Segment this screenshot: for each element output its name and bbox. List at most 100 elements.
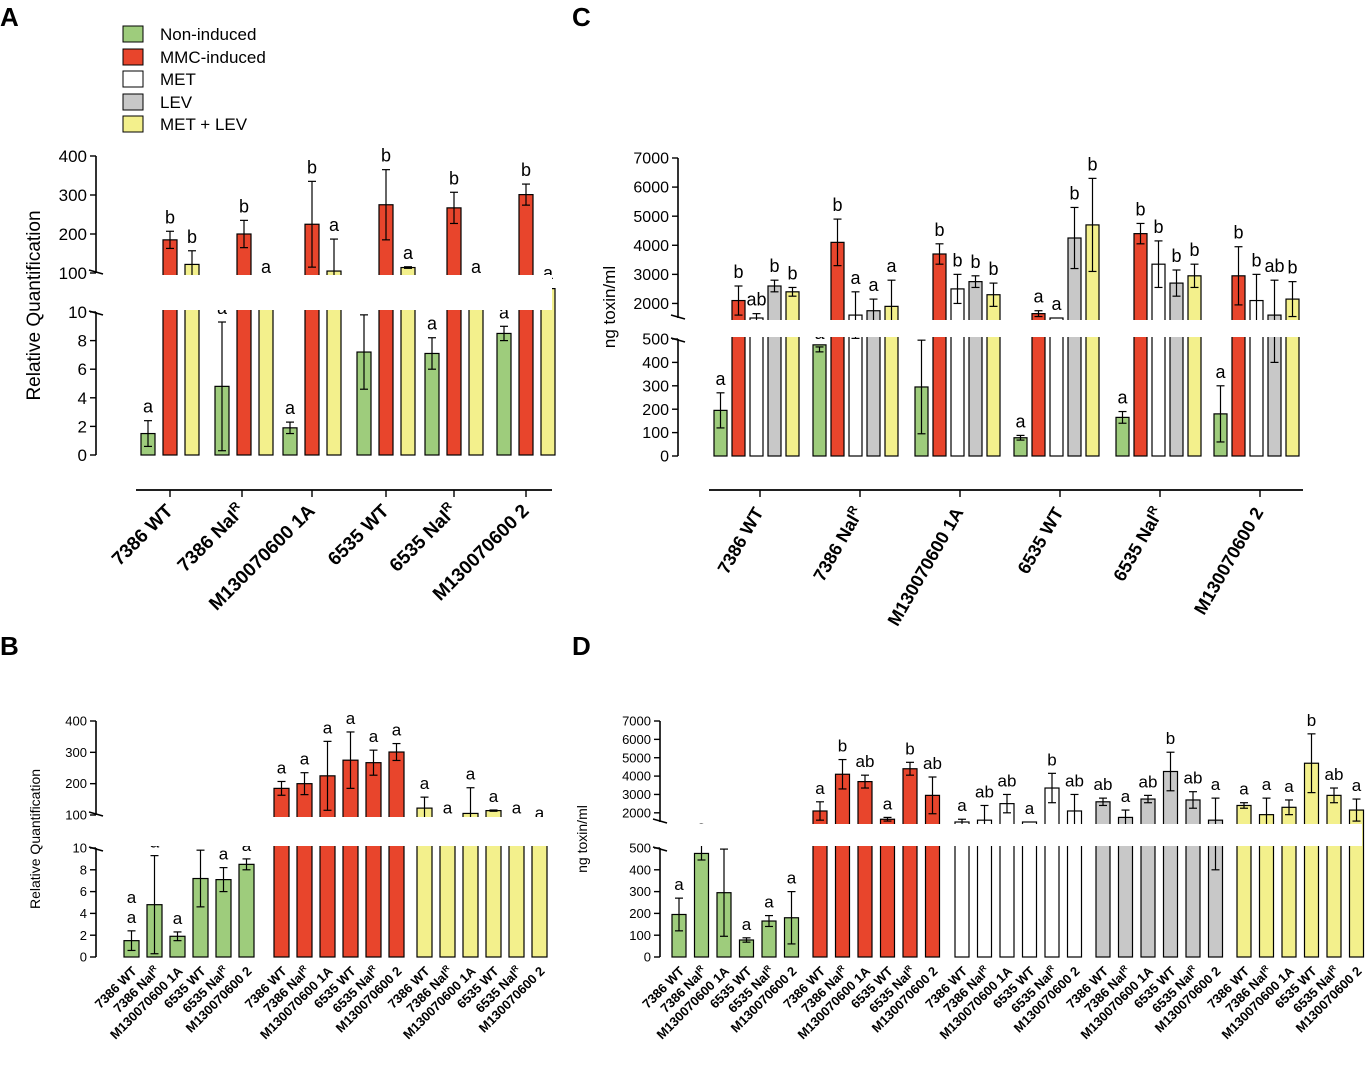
category-label-superscript: R [1259, 963, 1270, 974]
significance-label: b [952, 250, 962, 270]
bar-mmc [902, 768, 918, 958]
significance-label: a [1051, 294, 1062, 314]
significance-label: ab [856, 752, 875, 771]
significance-label: b [1087, 154, 1097, 174]
significance-label: a [261, 257, 272, 277]
significance-label: a [427, 314, 438, 334]
category-label-text: M130070600 2 [1190, 504, 1267, 618]
category-label-text: 7386 Nal [174, 507, 243, 576]
significance-label: a [535, 803, 545, 822]
significance-label: a [1284, 777, 1294, 796]
significance-label: a [329, 215, 340, 235]
significance-label: a [715, 369, 726, 389]
y-tick-label: 400 [642, 355, 669, 372]
significance-label: b [187, 227, 197, 247]
bar-mmc [296, 783, 313, 958]
bar-met-lev [468, 284, 484, 456]
significance-label: a [543, 263, 554, 283]
significance-label: ab [923, 754, 942, 773]
panel-label-c: C [572, 2, 591, 32]
significance-label: b [1171, 246, 1181, 266]
legend-swatch-mmc-induced [122, 48, 144, 66]
significance-label: ab [1139, 772, 1158, 791]
category-label: 7386 WT [108, 500, 178, 570]
significance-label: a [883, 794, 893, 813]
category-label: M130070600 1A [884, 504, 968, 629]
legend: Non-induced MMC-induced MET LEV MET + LE… [122, 25, 266, 134]
chart-panel-a: aaaaaabbbbbbbaaaaa0246810100200300400Rel… [24, 146, 556, 615]
y-tick-label: 200 [65, 776, 87, 791]
chart-panel-c: aaaaaabbbabbabababbbabbbabbabbbb01002003… [600, 151, 1305, 629]
category-label-superscript: R [1044, 963, 1055, 974]
significance-label: b [1135, 199, 1145, 219]
y-tick-label: 7000 [622, 714, 651, 729]
significance-label: a [742, 915, 752, 934]
bar-met [1049, 317, 1064, 457]
bar-non-induced [812, 344, 827, 457]
y-tick-label: 300 [65, 745, 87, 760]
bar-mmc [446, 207, 462, 456]
legend-item-met-lev: MET + LEV [122, 115, 248, 134]
y-tick-label: 100 [59, 264, 87, 283]
significance-label: a [868, 275, 879, 295]
significance-label: a [219, 845, 229, 864]
significance-label: b [1307, 711, 1316, 730]
bar-lev [1185, 799, 1201, 958]
y-tick-label: 100 [629, 928, 651, 943]
y-tick-label: 400 [59, 147, 87, 166]
significance-label: a [420, 774, 430, 793]
y-tick-label: 2000 [622, 805, 651, 820]
chart-panel-d: aaaaaaababababaabababababaabbabaaaababa0… [574, 711, 1365, 1042]
category-label-text: 7386 Nal [809, 511, 863, 584]
y-tick-label: 3000 [622, 787, 651, 802]
y-tick-label: 200 [59, 225, 87, 244]
legend-swatch-lev [122, 93, 144, 111]
significance-label: a [323, 718, 333, 737]
significance-label: a [850, 268, 861, 288]
significance-label: ab [1065, 771, 1084, 790]
y-tick-label: 6000 [622, 732, 651, 747]
category-label-superscript: R [147, 963, 158, 974]
category-label-text: 7386 WT [714, 504, 768, 577]
category-label-text: 6535 Nal [1109, 511, 1163, 584]
significance-label: a [127, 888, 137, 907]
significance-label: b [307, 157, 317, 177]
category-label: 7386 WT [714, 504, 768, 577]
significance-label: a [787, 869, 797, 888]
axis-break-gap [666, 824, 1362, 846]
significance-label: a [443, 798, 453, 817]
category-label-superscript: R [835, 963, 846, 974]
bar-lev [1067, 237, 1082, 457]
significance-label: b [449, 168, 459, 188]
category-label: 6535 WT [324, 500, 394, 570]
legend-swatch-non-induced [122, 25, 144, 43]
significance-label: a [886, 256, 897, 276]
significance-label: a [1215, 362, 1226, 382]
category-label-superscript: R [977, 963, 988, 974]
panel-label-b: B [0, 631, 19, 661]
bar-met [749, 317, 764, 457]
significance-label: a [466, 765, 476, 784]
legend-swatch-met-lev [122, 115, 144, 133]
significance-label: b [934, 220, 944, 240]
significance-label: b [970, 252, 980, 272]
category-label: M130070600 2 [1190, 504, 1267, 618]
significance-label: a [1015, 411, 1026, 431]
significance-label: a [815, 779, 825, 798]
significance-label: a [1025, 799, 1035, 818]
axis-break-gap [110, 817, 560, 846]
legend-label-met: MET [160, 70, 196, 89]
significance-label: b [1153, 217, 1163, 237]
significance-label: b [769, 256, 779, 276]
y-tick-label: 100 [642, 425, 669, 442]
category-label-superscript: R [1118, 963, 1129, 974]
significance-label: a [674, 875, 684, 894]
axis-break-gap [706, 320, 1305, 337]
axis-break-mark [652, 818, 668, 824]
bar-met-lev [986, 294, 1001, 457]
y-axis-label: Relative Quantification [24, 210, 45, 400]
y-tick-label: 300 [642, 378, 669, 395]
significance-label: a [512, 798, 522, 817]
category-label-superscript: R [216, 963, 227, 974]
